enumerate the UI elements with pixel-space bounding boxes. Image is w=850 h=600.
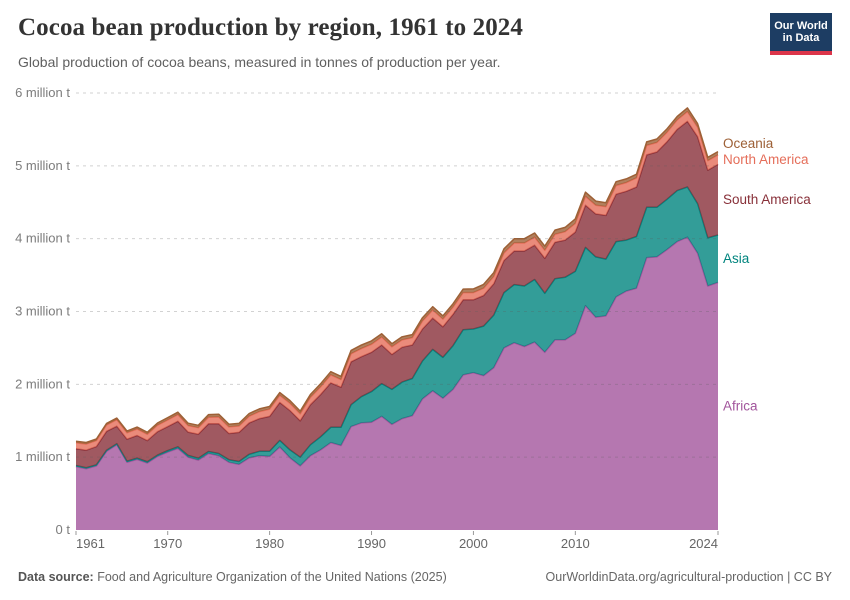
x-tick-label: 2024 [689, 536, 718, 551]
y-tick-label: 6 million t [15, 85, 70, 100]
page-title: Cocoa bean production by region, 1961 to… [18, 14, 524, 41]
area-north-america[interactable] [76, 111, 718, 451]
y-tick-label: 0 t [56, 522, 71, 537]
x-tick-label: 1961 [76, 536, 105, 551]
series-label-south-america[interactable]: South America [723, 192, 811, 207]
area-asia[interactable] [76, 187, 718, 469]
chart-subtitle: Global production of cocoa beans, measur… [18, 54, 501, 70]
area-oceania[interactable] [76, 107, 718, 445]
y-tick-label: 3 million t [15, 304, 70, 319]
data-source-label: Data source: [18, 570, 94, 584]
area-africa[interactable] [76, 237, 718, 530]
series-label-north-america[interactable]: North America [723, 152, 809, 167]
series-label-oceania[interactable]: Oceania [723, 136, 774, 151]
x-tick-label: 2000 [459, 536, 488, 551]
x-tick-label: 1970 [153, 536, 182, 551]
y-tick-label: 4 million t [15, 231, 70, 246]
x-tick-label: 1980 [255, 536, 284, 551]
area-stroke-oceania [75, 107, 719, 444]
x-tick-label: 1990 [357, 536, 386, 551]
gridlines-layer [76, 92, 718, 458]
area-south-america[interactable] [76, 121, 718, 468]
series-labels-layer: Africa Asia South America North AmericaOcea… [723, 136, 811, 414]
areas-layer [75, 107, 719, 530]
owid-logo-line1: Our World [774, 19, 828, 32]
series-label-africa[interactable]: Africa [723, 399, 758, 414]
owid-logo-line2: in Data [782, 32, 820, 44]
y-tick-label: 2 million t [15, 376, 70, 391]
y-tick-label: 1 million t [15, 449, 70, 464]
y-tick-label: 5 million t [15, 158, 70, 173]
owid-logo: Our World in Data [770, 13, 832, 55]
data-source-text: Food and Agriculture Organization of the… [97, 570, 447, 584]
x-tick-label: 2010 [561, 536, 590, 551]
owid-link[interactable]: OurWorldinData.org/agricultural-producti… [545, 570, 832, 584]
series-label-asia[interactable]: Asia [723, 251, 750, 266]
data-source: Data source: Food and Agriculture Organi… [18, 570, 447, 584]
axes-layer: 0 t 1 million t 2 million t 3 million t 4 mi… [15, 85, 719, 551]
